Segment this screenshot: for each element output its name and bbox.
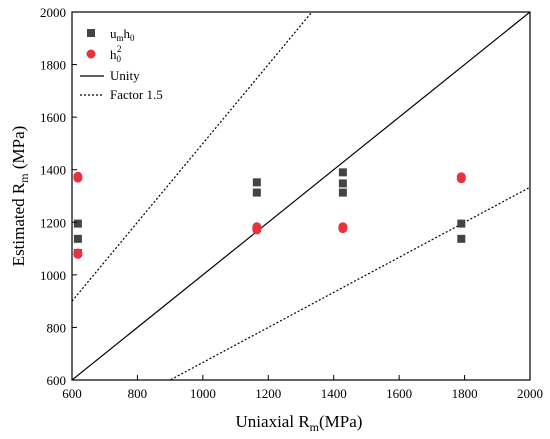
- point-series-0-9: [457, 234, 466, 243]
- y-tick-label-600: 600: [47, 373, 67, 388]
- legend-swatch-umh0: [87, 29, 95, 37]
- y-tick-label-1200: 1200: [40, 215, 66, 230]
- y-axis-label: Estimated Rm (MPa): [9, 126, 31, 267]
- point-series-1-1: [73, 173, 83, 183]
- point-series-1-10: [456, 174, 466, 184]
- point-series-0-5: [338, 168, 347, 177]
- point-series-1-3: [73, 249, 83, 259]
- x-tick-label-1200: 1200: [255, 386, 281, 401]
- y-tick-label-1600: 1600: [40, 110, 66, 125]
- x-tick-label-1400: 1400: [321, 386, 347, 401]
- x-tick-label-2000: 2000: [517, 386, 543, 401]
- data-points: [73, 168, 466, 259]
- legend-label-umh0: umh0: [110, 26, 135, 43]
- reference-lines: [72, 12, 530, 380]
- point-series-0-6: [338, 179, 347, 188]
- legend-label-unity: Unity: [110, 68, 140, 83]
- point-series-1-6: [252, 225, 262, 235]
- x-axis: 600 800 1000 1200 1400 1600 1800 2000: [62, 375, 543, 401]
- y-axis: 600 800 1000 1200 1400 1600 1800 2000: [40, 5, 77, 388]
- line-factor-1-5-upper: [72, 12, 313, 302]
- point-series-0-7: [338, 188, 347, 197]
- point-series-0-1: [73, 234, 82, 243]
- y-tick-label-1800: 1800: [40, 58, 66, 73]
- point-series-0-0: [73, 219, 82, 228]
- line-unity: [72, 12, 530, 380]
- legend-label-h0sq: h02: [110, 44, 122, 64]
- y-tick-label-2000: 2000: [40, 5, 66, 20]
- legend-swatch-h0sq: [86, 49, 96, 59]
- line-factor-1-5-lower: [168, 186, 530, 380]
- y-tick-label-1000: 1000: [40, 268, 66, 283]
- plot-frame: [71, 11, 531, 381]
- y-tick-label-1400: 1400: [40, 163, 66, 178]
- point-series-0-3: [252, 178, 261, 187]
- x-tick-label-1000: 1000: [190, 386, 216, 401]
- x-axis-label: Uniaxial Rm(MPa): [236, 412, 363, 434]
- x-tick-label-1600: 1600: [386, 386, 412, 401]
- point-series-1-8: [338, 224, 348, 234]
- x-tick-label-800: 800: [128, 386, 148, 401]
- x-tick-label-600: 600: [62, 386, 82, 401]
- point-series-0-4: [252, 188, 261, 197]
- x-tick-label-1800: 1800: [452, 386, 478, 401]
- y-tick-label-800: 800: [47, 320, 67, 335]
- point-series-0-8: [457, 219, 466, 228]
- legend: umh0 h02 Unity Factor 1.5: [80, 26, 163, 102]
- legend-label-factor: Factor 1.5: [110, 87, 163, 102]
